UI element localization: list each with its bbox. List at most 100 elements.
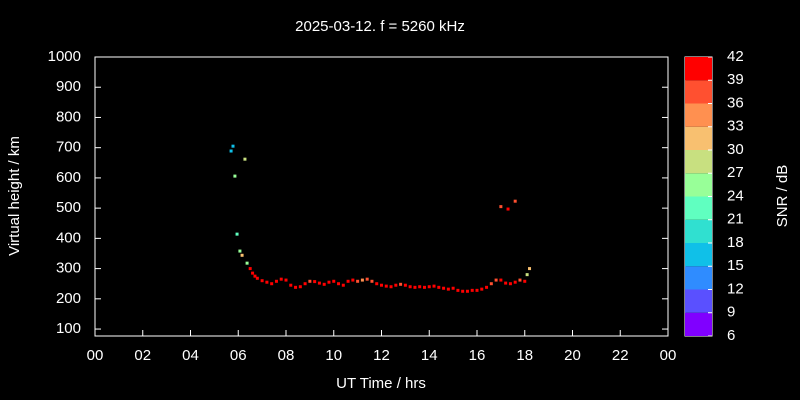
y-tick-label: 900 [56,78,81,95]
data-point [294,285,298,289]
data-point [313,280,317,284]
y-tick-label: 600 [56,169,81,186]
data-point [413,285,417,289]
data-point [513,280,517,284]
x-tick-label: 14 [421,347,438,364]
data-point [303,282,307,286]
colorbar-segment [685,266,712,290]
data-point [465,289,469,293]
y-tick-label: 1000 [48,48,81,65]
data-point [322,282,326,286]
colorbar-tick-label: 24 [727,187,744,204]
data-point [365,277,369,281]
data-point [399,282,403,286]
data-point [332,279,336,283]
data-point [360,278,364,282]
data-point [513,199,517,203]
data-point [427,285,431,289]
data-point [260,279,264,283]
x-tick-label: 08 [278,347,295,364]
data-point [518,278,522,282]
data-point [494,278,498,282]
data-point [351,278,355,282]
colorbar-segment [685,173,712,197]
colorbar-tick-label: 12 [727,280,744,297]
data-point [418,285,422,289]
colorbar-segment [685,312,712,336]
y-axis-label: Virtual height / km [6,136,23,256]
x-tick-label: 00 [87,347,104,364]
data-point [475,288,479,292]
data-point [327,280,331,284]
colorbar-segment [685,126,712,150]
x-tick-label: 04 [182,347,199,364]
data-point [446,287,450,291]
data-point [470,288,474,292]
y-tick-label: 100 [56,320,81,337]
data-point [243,157,247,161]
data-point [525,273,529,277]
x-tick-label: 06 [230,347,247,364]
data-point [231,144,235,148]
data-point [375,282,379,286]
data-point [528,267,532,271]
data-point [248,267,252,271]
data-point [346,279,350,283]
colorbar-tick-label: 15 [727,257,744,274]
data-point [408,285,412,289]
colorbar-segment [685,289,712,313]
x-tick-label: 22 [612,347,629,364]
colorbar-tick-label: 36 [727,94,744,111]
colorbar-tick-label: 30 [727,141,744,158]
x-tick-label: 00 [660,347,677,364]
data-point [279,277,283,281]
data-point [489,282,493,286]
x-tick-label: 02 [134,347,151,364]
data-point [422,285,426,289]
data-point [451,286,455,290]
y-tick-label: 300 [56,260,81,277]
x-tick-label: 12 [373,347,390,364]
data-point [317,281,321,285]
x-tick-label: 16 [469,347,486,364]
data-point [233,174,237,178]
colorbar-tick-label: 39 [727,71,744,88]
chart-title: 2025-03-12. f = 5260 kHz [295,18,465,35]
plot-frame [94,56,669,337]
data-point [506,207,510,211]
data-point [251,271,255,275]
y-tick-label: 400 [56,229,81,246]
colorbar-segment [685,80,712,104]
data-point [270,282,274,286]
colorbar-segment [685,196,712,220]
x-tick-label: 10 [325,347,342,364]
colorbar-tick-label: 6 [727,327,735,344]
colorbar-segment [685,150,712,174]
colorbar-segment [685,103,712,127]
y-tick-label: 800 [56,108,81,125]
data-point [437,285,441,289]
colorbar-tick-label: 33 [727,118,744,135]
data-point [456,288,460,292]
x-axis-label: UT Time / hrs [336,375,426,392]
colorbar-tick-label: 18 [727,234,744,251]
data-point [485,285,489,289]
data-point [504,281,508,285]
x-tick-label: 20 [564,347,581,364]
x-tick-label: 18 [516,347,533,364]
colorbar-label: SNR / dB [774,165,791,228]
data-point [298,285,302,289]
data-point [508,282,512,286]
data-point [370,279,374,283]
colorbar-segment [685,243,712,267]
colorbar-tick-label: 9 [727,304,735,321]
colorbar-tick-label: 27 [727,164,744,181]
colorbar-segment [685,219,712,243]
data-point [523,279,527,283]
data-point [337,282,341,286]
data-point [442,286,446,290]
data-point [389,285,393,289]
data-point [253,274,257,278]
data-point [274,279,278,283]
